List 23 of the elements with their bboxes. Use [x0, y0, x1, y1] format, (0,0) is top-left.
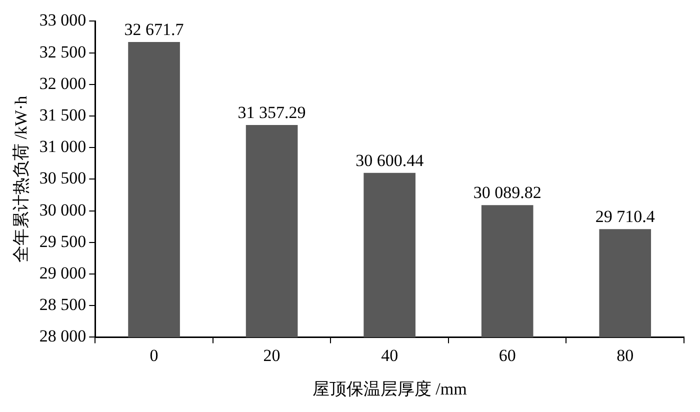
- y-tick-label: 31 000: [39, 137, 86, 156]
- x-tick-label: 40: [381, 346, 398, 365]
- data-label: 30 600.44: [356, 150, 424, 170]
- data-label: 30 089.82: [473, 183, 542, 202]
- y-tick-label: 29 000: [39, 263, 86, 282]
- y-tick-label: 28 000: [39, 326, 86, 346]
- y-tick-label: 32 000: [39, 74, 86, 93]
- x-tick-label: 20: [263, 346, 280, 365]
- data-label: 31 357.29: [238, 102, 306, 122]
- data-label: 29 710.4: [595, 207, 656, 226]
- x-tick-label: 0: [150, 346, 158, 365]
- y-tick-label: 29 500: [39, 232, 86, 251]
- x-tick-label: 60: [498, 346, 516, 365]
- y-tick-label: 28 500: [39, 295, 86, 314]
- x-axis-title: 屋顶保温层厚度 /mm: [312, 379, 467, 398]
- y-tick-label: 33 000: [39, 10, 86, 30]
- y-tick-label: 31 500: [39, 105, 86, 124]
- y-tick-label: 30 000: [39, 200, 86, 220]
- data-label: 32 671.7: [124, 20, 184, 39]
- y-tick-label: 30 500: [39, 168, 86, 188]
- x-tick-label: 80: [616, 346, 634, 365]
- y-tick-label: 32 500: [39, 42, 86, 62]
- y-axis-title: 全年累计热负荷 /kW·h: [12, 95, 31, 263]
